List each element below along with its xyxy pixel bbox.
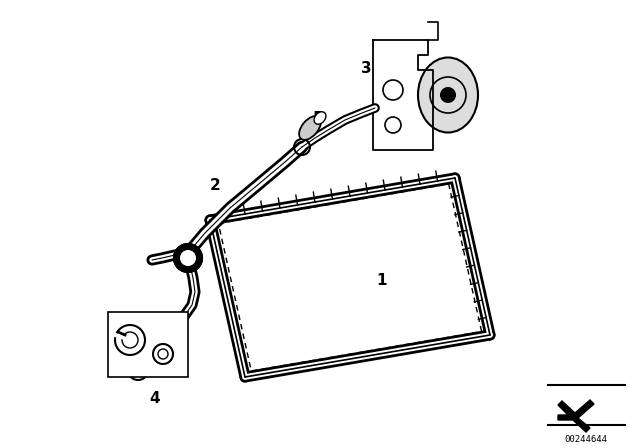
Polygon shape — [373, 40, 433, 150]
Text: 4: 4 — [150, 391, 160, 405]
Text: 00244644: 00244644 — [564, 435, 607, 444]
Ellipse shape — [314, 112, 326, 124]
Circle shape — [180, 250, 196, 266]
Circle shape — [440, 87, 456, 103]
Polygon shape — [558, 400, 594, 432]
Text: 5: 5 — [313, 111, 323, 125]
Circle shape — [174, 244, 202, 272]
Text: 3: 3 — [361, 60, 371, 76]
Ellipse shape — [418, 57, 478, 133]
Text: 1: 1 — [377, 272, 387, 288]
Ellipse shape — [299, 116, 321, 140]
Text: 2: 2 — [210, 177, 220, 193]
Bar — [108, 312, 188, 377]
